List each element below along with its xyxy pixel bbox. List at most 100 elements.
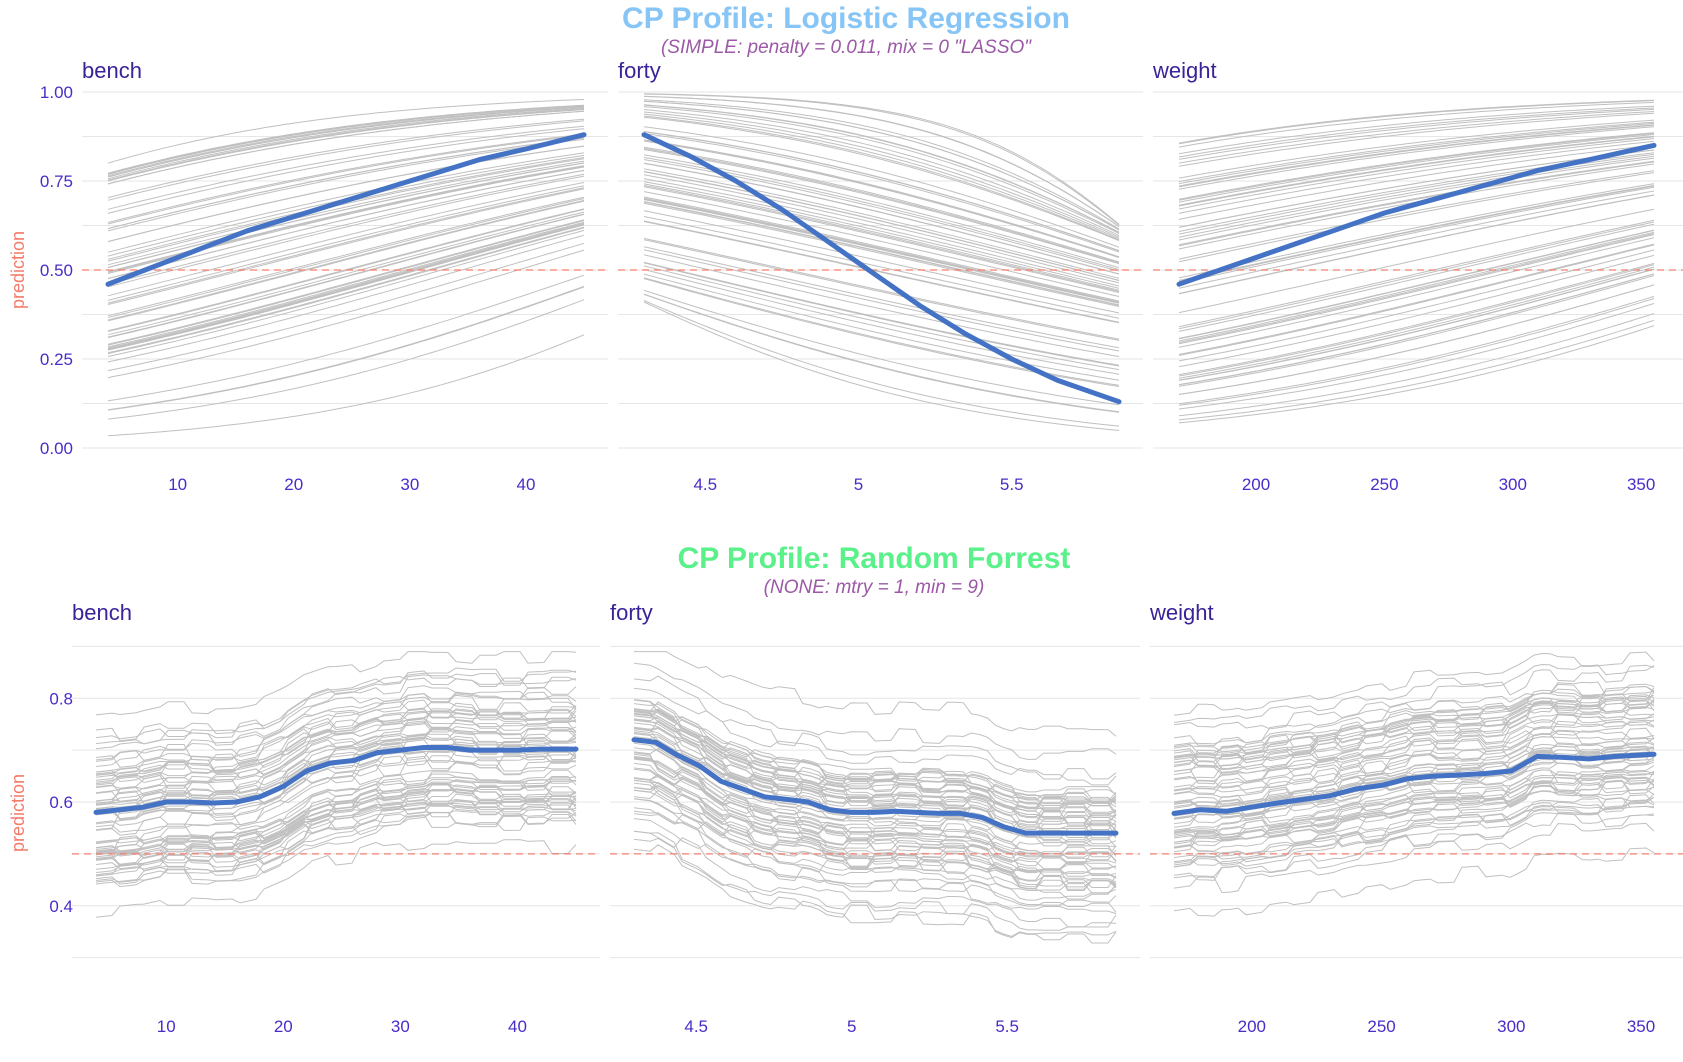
ice-line: [95, 718, 577, 794]
ice-line: [643, 183, 1120, 291]
ice-line: [107, 198, 585, 318]
ice-line: [1173, 732, 1655, 793]
ice-line: [107, 286, 585, 411]
ice-line: [1173, 796, 1655, 863]
ice-line: [1178, 325, 1655, 424]
ice-line: [95, 769, 577, 844]
ice-line: [1178, 132, 1655, 201]
ice-line: [643, 168, 1120, 279]
ice-line: [1178, 140, 1655, 214]
ice-line: [643, 115, 1120, 241]
ice-line: [1173, 727, 1655, 798]
x-tick-label: 10: [157, 1017, 176, 1036]
ice-line: [643, 109, 1120, 236]
x-tick-label: 4.5: [684, 1017, 708, 1036]
ice-line: [1173, 664, 1655, 730]
ice-line: [1173, 737, 1655, 809]
ice-line: [633, 701, 1117, 804]
ice-line: [107, 107, 585, 180]
ice-line: [95, 728, 577, 804]
ice-line: [107, 170, 585, 280]
ice-line: [95, 808, 577, 883]
panel-random-forest-bench: 10 20 30 40 bench: [72, 600, 600, 1036]
ice-line: [1178, 221, 1655, 330]
y-axis-ticks-logistic: 0.00 0.25 0.50 0.75 1.00: [40, 83, 73, 458]
ice-line: [1178, 273, 1655, 386]
chart-subtitle-logistic: (SIMPLE: penalty = 0.011, mix = 0 "LASSO…: [661, 37, 1032, 58]
ice-line: [643, 186, 1120, 293]
ice-line: [1173, 683, 1655, 753]
ice-line: [643, 301, 1120, 431]
ice-line: [633, 727, 1117, 831]
x-tick-label: 250: [1370, 475, 1398, 494]
ice-line: [643, 265, 1120, 371]
ice-line: [643, 220, 1120, 323]
x-tick-label: 40: [508, 1017, 527, 1036]
ice-line: [107, 109, 585, 182]
panel-logistic-weight: 200 250 300 350 weight: [1152, 58, 1683, 494]
ice-line: [633, 708, 1117, 809]
ice-line: [1178, 124, 1655, 188]
ice-line: [107, 213, 585, 338]
ice-line: [633, 813, 1117, 913]
ice-line: [95, 728, 577, 804]
ice-line: [643, 95, 1120, 227]
panel-strip-label: forty: [610, 600, 653, 625]
ice-line: [1178, 303, 1655, 410]
ice-line: [1178, 133, 1655, 203]
panel-random-forest-forty: 4.5 5 5.5 forty: [610, 600, 1140, 1036]
panel-random-forest-weight: 200 250 300 350 weight: [1149, 600, 1683, 1036]
ice-line: [633, 830, 1117, 931]
ice-line: [1178, 284, 1655, 395]
ice-line: [633, 733, 1117, 833]
ice-line: [633, 775, 1117, 872]
ice-line: [95, 667, 577, 742]
x-tick-label: 20: [274, 1017, 293, 1036]
ice-curves: [643, 93, 1120, 431]
ice-line: [1178, 194, 1655, 295]
ice-line: [107, 223, 585, 350]
ice-line: [1173, 822, 1655, 894]
ice-line: [95, 784, 577, 857]
ice-line: [107, 249, 585, 379]
ice-line: [1178, 313, 1655, 417]
ice-line: [643, 174, 1120, 284]
ice-line: [95, 674, 577, 746]
ice-line: [633, 810, 1117, 907]
chart-title-random-forest: CP Profile: Random Forrest: [678, 542, 1071, 575]
ice-line: [107, 173, 585, 285]
ice-line: [633, 742, 1117, 847]
ice-line: [1173, 793, 1655, 866]
ice-line: [1178, 161, 1655, 247]
y-tick-label: 0.50: [40, 261, 73, 280]
ice-line: [1178, 108, 1655, 160]
ice-line: [1178, 186, 1655, 284]
ice-line: [643, 154, 1120, 269]
ice-line: [95, 795, 577, 873]
x-tick-label: 300: [1497, 1017, 1525, 1036]
ice-line: [643, 293, 1120, 413]
ice-line: [1173, 651, 1655, 716]
ice-line: [95, 685, 577, 761]
ice-line: [633, 699, 1117, 796]
ice-line: [1178, 275, 1655, 387]
ice-line: [107, 105, 585, 175]
ice-line: [107, 133, 585, 223]
x-tick-label: 4.5: [693, 475, 717, 494]
ice-line: [107, 187, 585, 304]
ice-line: [633, 710, 1117, 802]
y-axis-label-logistic: prediction: [8, 231, 28, 309]
ice-line: [1173, 685, 1655, 759]
panel-strip-label: bench: [82, 58, 142, 83]
ice-line: [95, 690, 577, 767]
ice-line: [107, 213, 585, 339]
ice-line: [633, 758, 1117, 854]
ice-line: [643, 140, 1120, 258]
ice-line: [643, 181, 1120, 289]
x-tick-label: 40: [516, 475, 535, 494]
ice-line: [643, 199, 1120, 304]
x-tick-label: 5.5: [995, 1017, 1019, 1036]
ice-line: [643, 237, 1120, 340]
ice-line: [107, 138, 585, 232]
ice-line: [633, 781, 1117, 881]
